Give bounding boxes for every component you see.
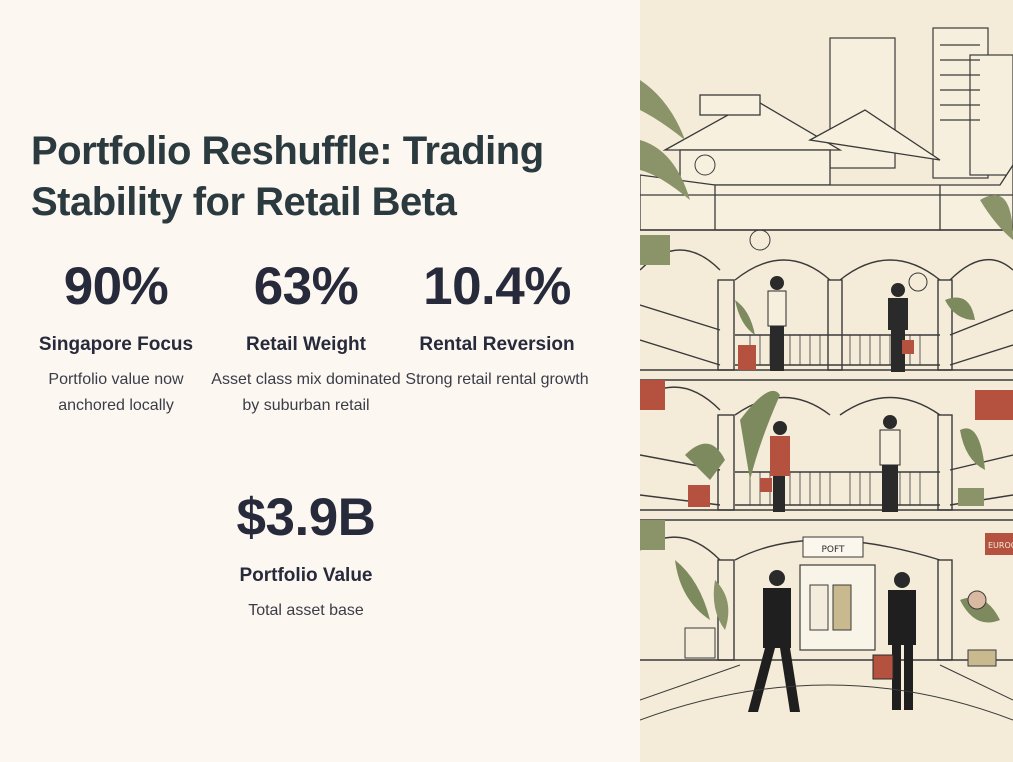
stat-singapore-focus: 90% Singapore Focus Portfolio value now … [21,257,211,419]
stat-portfolio-value: $3.9B Portfolio Value Total asset base [211,488,401,624]
content-panel: Portfolio Reshuffle: Trading Stability f… [21,129,592,624]
stat-value: 63% [253,257,359,316]
mall-illustration-image: POFT EUROC [640,0,1013,762]
plants [640,80,1013,667]
person [879,415,901,512]
stat-retail-weight: 63% Retail Weight Asset class mix domina… [211,257,401,419]
person [767,276,787,371]
skyline [829,27,1013,179]
stat-value: $3.9B [236,488,376,547]
stat-label: Portfolio Value [239,565,373,586]
mall-illustration: POFT EUROC [640,0,1013,762]
slide-title: Portfolio Reshuffle: Trading Stability f… [31,129,544,224]
svg-text:EUROC: EUROC [988,541,1013,550]
shop-sign: POFT [821,545,845,555]
stat-label: Rental Reversion [419,334,575,355]
stat-description: Strong retail rental growth [405,371,589,388]
arcade-structure [640,229,1013,661]
stat-description: Total asset base [248,602,364,619]
person [748,570,800,712]
roof [640,94,1013,231]
green-panel [640,235,670,265]
shop-front: POFT [799,536,876,651]
person [888,283,914,372]
shoppers [748,276,916,712]
stat-rental-reversion: 10.4% Rental Reversion Strong retail ren… [402,257,592,393]
stat-value: 10.4% [423,257,571,316]
stat-description: Portfolio value now anchored locally [48,371,184,414]
red-panel [975,390,1013,420]
stat-value: 90% [63,257,169,316]
person [760,421,790,512]
side-shop-sign: EUROC [985,533,1013,555]
person [872,572,916,710]
stat-label: Retail Weight [246,334,366,355]
stat-description: Asset class mix dominated by suburban re… [211,371,401,414]
red-panel [640,380,665,410]
floor [640,664,1013,721]
green-panel [640,520,665,550]
stat-label: Singapore Focus [38,334,194,355]
